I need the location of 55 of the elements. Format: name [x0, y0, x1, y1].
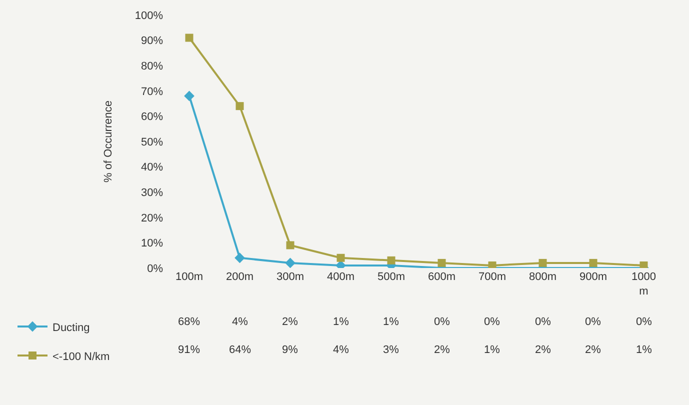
data-label: 0% [636, 316, 652, 328]
y-axis-title: % of Occurrence [102, 100, 115, 182]
data-label: 0% [434, 316, 450, 328]
data-label: 4% [232, 316, 248, 328]
point [387, 256, 396, 264]
data-label: 0% [585, 316, 602, 328]
data-label: 1% [636, 344, 652, 356]
data-label: 0% [535, 316, 552, 328]
data-label: 2% [434, 344, 450, 356]
point [336, 254, 345, 262]
y-tick-label: 30% [140, 186, 164, 199]
x-tick-label: 700m [478, 271, 506, 283]
data-label: 9% [282, 344, 298, 356]
x-tick-label: 1000 m [632, 271, 656, 298]
data-label: 1% [383, 316, 400, 328]
data-label: 2% [282, 316, 298, 328]
legend-label: Ducting [52, 322, 90, 334]
data-label: 1% [484, 344, 500, 356]
x-tick-label: 300m [276, 271, 304, 283]
data-label: 4% [333, 344, 350, 356]
y-tick-label: 10% [140, 238, 164, 250]
data-label: 1% [333, 316, 350, 328]
point [185, 34, 194, 42]
data-label: 68% [178, 316, 200, 328]
data-label: 3% [383, 344, 400, 356]
y-tick-label: 40% [140, 162, 164, 174]
x-tick-label: 200m [226, 271, 254, 283]
x-tick-label: 100m [175, 271, 204, 283]
y-tick-label: 20% [140, 212, 164, 224]
y-tick-label: 90% [140, 35, 164, 48]
point [236, 102, 244, 110]
point [438, 258, 446, 267]
x-tick-label: 400m [326, 271, 355, 283]
point [234, 252, 245, 264]
data-label: 2% [585, 344, 602, 356]
x-tick-label: 500m [377, 271, 406, 283]
x-tick-label: 900m [579, 271, 608, 283]
data-label: 91% [178, 344, 200, 356]
x-tick-label: 800m [528, 271, 557, 283]
point [285, 258, 296, 268]
data-label: 0% [484, 316, 500, 328]
point [589, 258, 598, 267]
y-tick-label: 100% [134, 10, 164, 22]
y-tick-label: 80% [140, 60, 164, 72]
y-tick-label: 60% [140, 111, 164, 124]
point [184, 90, 194, 102]
y-tick-label: 50% [140, 136, 164, 148]
legend-label: <-100 N/km [52, 350, 110, 363]
x-tick-label: 600m [428, 271, 456, 283]
data-label: 64% [229, 344, 252, 356]
y-tick-label: 0% [147, 262, 164, 275]
point [538, 258, 547, 267]
y-tick-label: 70% [140, 86, 164, 98]
data-label: 2% [535, 344, 552, 356]
point [286, 241, 294, 250]
